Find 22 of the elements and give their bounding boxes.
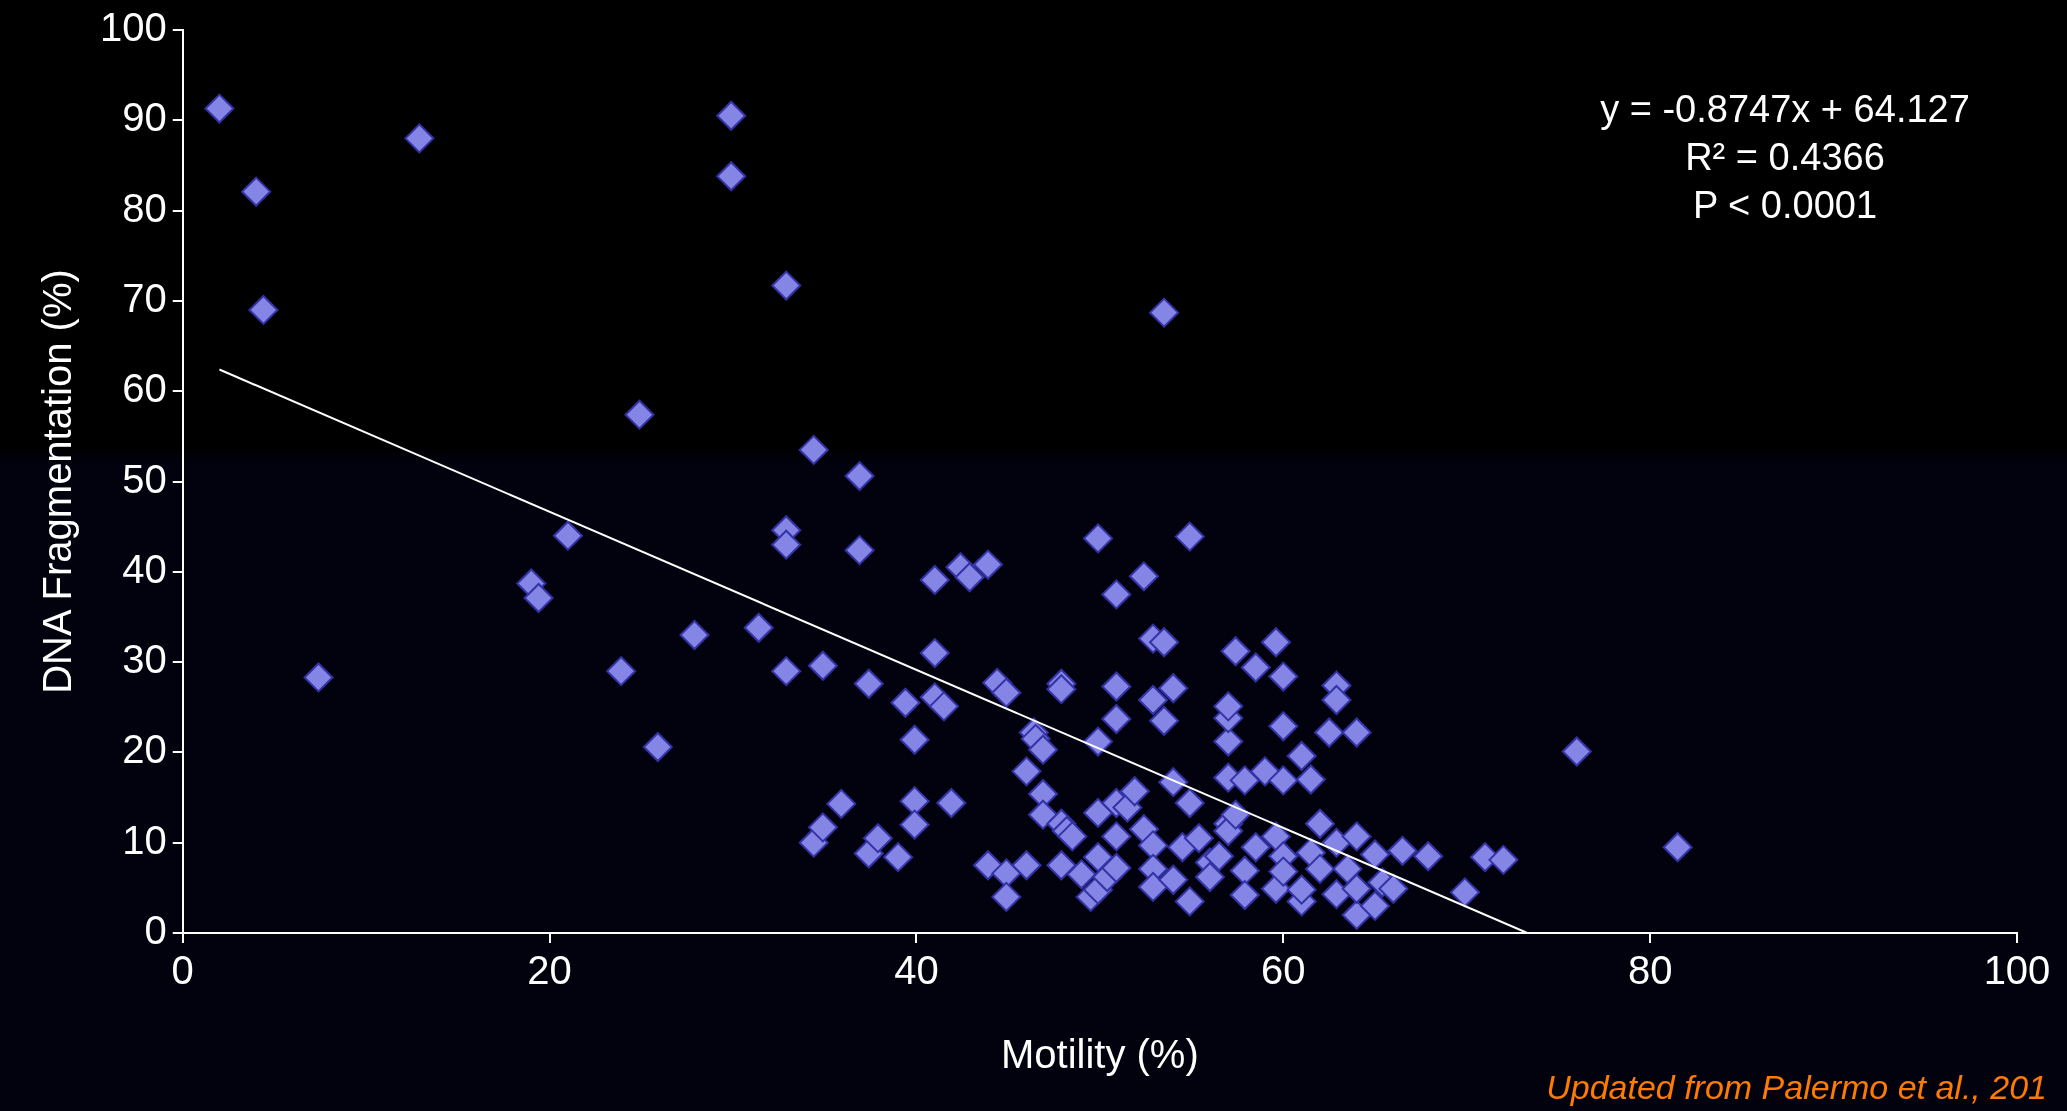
y-axis-title: DNA Fragmentation (%)	[35, 269, 80, 694]
x-tick-label: 100	[1983, 948, 2051, 993]
x-tick-label: 40	[894, 948, 939, 993]
x-tick-label: 20	[527, 948, 572, 993]
y-tick-label: 20	[122, 727, 167, 772]
y-tick-label: 80	[122, 185, 167, 230]
y-tick-label: 50	[122, 456, 167, 501]
x-tick-label: 80	[1627, 948, 1673, 993]
y-tick-label: 10	[122, 817, 167, 862]
y-tick-label: 100	[99, 5, 167, 50]
x-tick-label: 60	[1261, 948, 1306, 993]
x-axis-title: Motility (%)	[1000, 1032, 1199, 1077]
y-tick-label: 70	[122, 275, 167, 320]
annotation: P < 0.0001	[1691, 184, 1879, 227]
y-tick-label: 30	[122, 637, 167, 682]
y-tick-label: 0	[144, 908, 167, 953]
annotation: y = -0.8747x + 64.127	[1599, 88, 1971, 131]
annotation: R² = 0.4366	[1684, 136, 1886, 179]
y-tick-label: 60	[122, 366, 167, 411]
y-tick-label: 40	[122, 546, 167, 591]
text: Updated from Palermo et al., 201	[1546, 1068, 2047, 1107]
y-tick-label: 90	[122, 95, 167, 140]
